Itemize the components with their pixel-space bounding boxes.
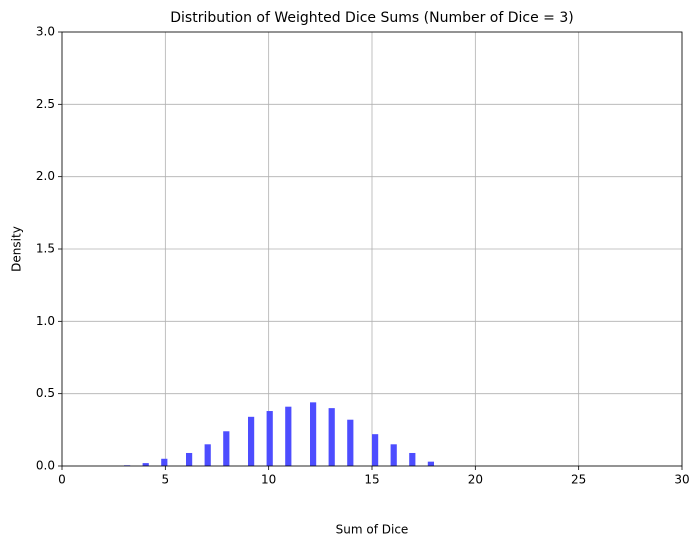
y-tick-label: 1.0 xyxy=(36,314,55,328)
x-tick-label: 5 xyxy=(162,473,170,487)
bar xyxy=(223,431,230,466)
bar xyxy=(390,444,397,466)
chart-title: Distribution of Weighted Dice Sums (Numb… xyxy=(170,10,573,26)
x-axis-label: Sum of Dice xyxy=(336,523,409,537)
bar xyxy=(161,458,168,466)
bar xyxy=(372,434,379,466)
bar xyxy=(328,408,335,466)
y-tick-label: 0.0 xyxy=(36,459,55,473)
x-tick-label: 30 xyxy=(674,473,689,487)
y-axis-label: Density xyxy=(10,226,24,272)
bar xyxy=(427,461,434,466)
bar xyxy=(142,463,149,466)
y-tick-label: 0.5 xyxy=(36,386,55,400)
x-tick-label: 20 xyxy=(468,473,483,487)
bar xyxy=(266,411,273,466)
y-tick-label: 3.0 xyxy=(36,25,55,39)
y-tick-label: 1.5 xyxy=(36,242,55,256)
bar xyxy=(409,452,416,466)
bar xyxy=(347,419,354,466)
bar xyxy=(285,406,292,466)
y-tick-label: 2.0 xyxy=(36,169,55,183)
x-tick-label: 15 xyxy=(364,473,379,487)
y-tick-label: 2.5 xyxy=(36,97,55,111)
bar xyxy=(248,416,255,466)
x-tick-label: 25 xyxy=(571,473,586,487)
bar xyxy=(186,452,193,466)
bar xyxy=(310,402,317,466)
bar xyxy=(204,444,211,466)
x-tick-label: 10 xyxy=(261,473,276,487)
plot-frame xyxy=(61,31,683,467)
x-tick-label: 0 xyxy=(58,473,66,487)
